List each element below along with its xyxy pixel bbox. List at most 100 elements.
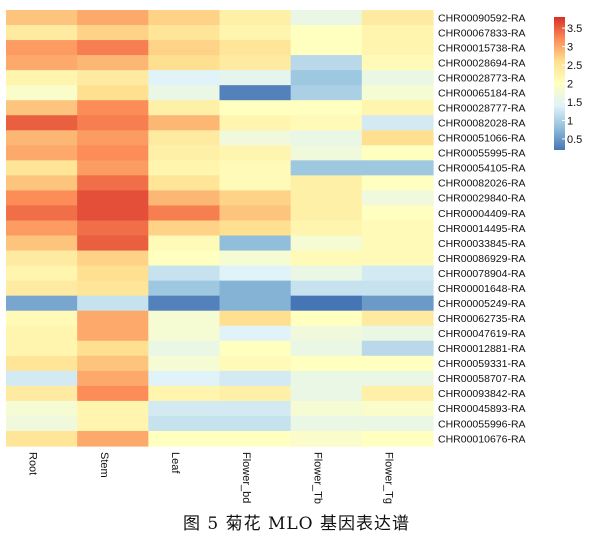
legend-tick-label: 3.5 bbox=[567, 23, 582, 35]
heatmap-cell bbox=[148, 175, 221, 192]
heatmap-cell bbox=[219, 265, 292, 282]
heatmap-cell bbox=[361, 310, 434, 327]
heatmap-cell bbox=[361, 25, 434, 41]
heatmap-cells bbox=[6, 10, 434, 447]
heatmap-cell bbox=[290, 10, 363, 26]
heatmap-cell bbox=[6, 40, 78, 56]
heatmap-cell bbox=[219, 160, 292, 176]
heatmap-cell bbox=[77, 115, 149, 131]
gene-label: CHR00058707-RA bbox=[438, 373, 526, 385]
heatmap-cell bbox=[77, 340, 149, 357]
heatmap-cell bbox=[6, 25, 78, 41]
heatmap-cell bbox=[148, 70, 221, 86]
heatmap-cell bbox=[148, 145, 221, 161]
heatmap-cell bbox=[361, 340, 434, 357]
heatmap-cell bbox=[219, 220, 292, 237]
heatmap-cell bbox=[290, 175, 363, 192]
heatmap-cell bbox=[290, 370, 363, 387]
heatmap-cell bbox=[361, 295, 434, 312]
heatmap-cell bbox=[290, 85, 363, 101]
heatmap-cell bbox=[148, 85, 221, 101]
heatmap-cell bbox=[148, 295, 221, 312]
heatmap-cell bbox=[77, 175, 149, 192]
heatmap-cell bbox=[77, 310, 149, 327]
heatmap-cell bbox=[290, 325, 363, 342]
sample-label: Stem bbox=[98, 452, 110, 478]
heatmap-cell bbox=[148, 250, 221, 267]
heatmap-cell bbox=[290, 265, 363, 282]
heatmap-cell bbox=[148, 355, 221, 372]
heatmap-cell bbox=[6, 370, 78, 387]
heatmap-cell bbox=[290, 250, 363, 267]
gene-label: CHR00093842-RA bbox=[438, 388, 526, 400]
heatmap-cell bbox=[6, 400, 78, 417]
heatmap-cell bbox=[148, 40, 221, 56]
heatmap-cell bbox=[148, 400, 221, 417]
heatmap-cell bbox=[290, 25, 363, 41]
heatmap-cell bbox=[6, 85, 78, 101]
heatmap-cell bbox=[290, 220, 363, 237]
heatmap-cell bbox=[219, 145, 292, 161]
legend-tick-label: 3 bbox=[567, 42, 573, 54]
heatmap-cell bbox=[361, 250, 434, 267]
heatmap-cell bbox=[361, 190, 434, 207]
heatmap-cell bbox=[219, 415, 292, 432]
gene-label: CHR00028773-RA bbox=[438, 72, 526, 84]
heatmap-cell bbox=[77, 10, 149, 26]
heatmap-cell bbox=[77, 325, 149, 342]
heatmap-cell bbox=[6, 145, 78, 161]
heatmap-cell bbox=[361, 205, 434, 222]
gene-labels: CHR00090592-RA CHR00067833-RA CHR00015738-… bbox=[438, 12, 526, 445]
heatmap-cell bbox=[77, 295, 149, 312]
heatmap-cell bbox=[290, 430, 363, 447]
heatmap-cell bbox=[148, 325, 221, 342]
heatmap-cell bbox=[290, 55, 363, 71]
sample-label: Leaf bbox=[169, 452, 181, 474]
heatmap-cell bbox=[361, 130, 434, 146]
heatmap-cell bbox=[361, 370, 434, 387]
heatmap-cell bbox=[290, 160, 363, 176]
heatmap-cell bbox=[77, 100, 149, 116]
heatmap-cell bbox=[6, 175, 78, 192]
heatmap-cell bbox=[148, 310, 221, 327]
heatmap-cell bbox=[219, 400, 292, 417]
heatmap-cell bbox=[361, 325, 434, 342]
heatmap-cell bbox=[148, 130, 221, 146]
heatmap-cell bbox=[148, 100, 221, 116]
gene-label: CHR00082026-RA bbox=[438, 178, 526, 190]
heatmap-cell bbox=[290, 385, 363, 402]
heatmap-cell bbox=[219, 295, 292, 312]
gene-label: CHR00005249-RA bbox=[438, 298, 526, 310]
heatmap-cell bbox=[148, 115, 221, 131]
heatmap-cell bbox=[148, 25, 221, 41]
legend-tick-label: 0.5 bbox=[567, 134, 582, 146]
heatmap-cell bbox=[219, 385, 292, 402]
heatmap-chart: CHR00090592-RA CHR00067833-RA CHR00015738-… bbox=[6, 10, 582, 504]
gene-label: CHR00028777-RA bbox=[438, 103, 526, 115]
sample-label: Flower_bd bbox=[240, 452, 252, 503]
heatmap-cell bbox=[290, 145, 363, 161]
heatmap-cell bbox=[6, 325, 78, 342]
heatmap-cell bbox=[219, 250, 292, 267]
heatmap-cell bbox=[219, 70, 292, 86]
heatmap-cell bbox=[219, 130, 292, 146]
heatmap-cell bbox=[6, 250, 78, 267]
heatmap-cell bbox=[77, 70, 149, 86]
heatmap-cell bbox=[219, 310, 292, 327]
heatmap-cell bbox=[77, 55, 149, 71]
heatmap-cell bbox=[77, 160, 149, 176]
gene-label: CHR00078904-RA bbox=[438, 268, 526, 280]
heatmap-cell bbox=[6, 235, 78, 252]
gene-label: CHR00001648-RA bbox=[438, 283, 526, 295]
heatmap-cell bbox=[361, 55, 434, 71]
gene-label: CHR00010676-RA bbox=[438, 433, 526, 445]
heatmap-cell bbox=[77, 280, 149, 297]
gene-label: CHR00055996-RA bbox=[438, 418, 526, 430]
heatmap-cell bbox=[77, 370, 149, 387]
heatmap-cell bbox=[77, 220, 149, 237]
heatmap-cell bbox=[219, 25, 292, 41]
gene-label: CHR00065184-RA bbox=[438, 87, 526, 99]
gene-label: CHR00059331-RA bbox=[438, 358, 526, 370]
heatmap-cell bbox=[6, 160, 78, 176]
heatmap-cell bbox=[77, 250, 149, 267]
